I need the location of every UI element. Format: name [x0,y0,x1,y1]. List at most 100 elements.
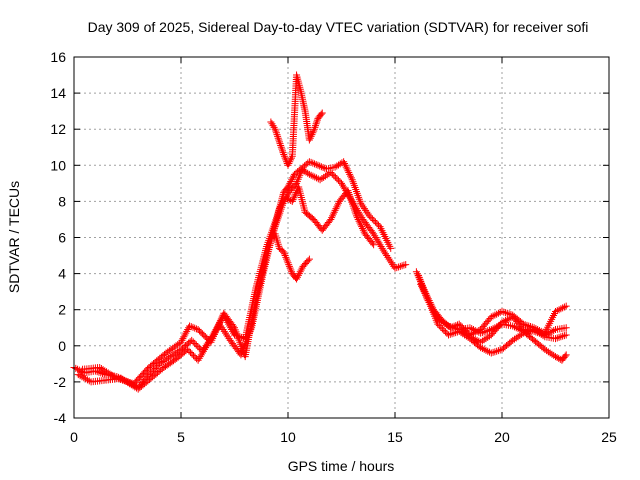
data-point [148,368,156,376]
data-point [289,196,297,204]
data-point [223,331,231,339]
data-point [344,167,352,175]
data-point [553,307,561,315]
data-point [192,341,200,349]
data-point [368,239,376,247]
data-point [220,327,228,335]
data-point [331,206,339,214]
data-point [284,259,292,267]
data-point [329,210,337,218]
data-point [374,237,382,245]
data-point [340,183,348,191]
data-point [459,328,467,336]
data-point [477,338,485,346]
y-tick-labels: -4 -2 0 2 4 6 8 10 12 14 16 [50,49,66,426]
data-point [357,199,365,207]
data-point [375,239,383,247]
y-tick-label: 6 [58,230,66,246]
data-point [346,172,354,180]
data-point [334,176,342,184]
data-point [494,309,502,317]
data-point [317,110,325,118]
data-point [469,326,477,334]
data-point [443,321,451,329]
data-point [197,351,205,359]
data-point [478,345,486,353]
series-arc-9 [455,313,570,346]
data-point [478,337,486,345]
data-point [532,328,540,336]
data-point [77,367,85,375]
data-point [331,173,339,181]
data-point [319,163,327,171]
data-point [353,214,361,222]
data-point [283,255,291,263]
data-point [493,310,501,318]
data-point [398,262,406,270]
data-point [332,205,340,213]
data-point [346,170,354,178]
data-point [473,327,481,335]
data-point [450,324,458,332]
data-point [340,158,348,166]
data-point [307,171,315,179]
data-point [468,325,476,333]
data-point [278,147,286,155]
data-point [229,322,237,330]
data-point [552,335,559,343]
data-point [541,331,549,339]
data-point [445,331,452,339]
chart-title: Day 309 of 2025, Sidereal Day-to-day VTE… [88,19,589,35]
data-point [202,344,210,352]
data-point [355,217,363,225]
data-point [146,369,154,377]
data-point [165,354,173,362]
data-point [221,329,229,337]
data-point [452,324,460,332]
data-point [291,192,299,200]
data-point [267,118,275,126]
data-point [552,308,559,316]
data-point [445,322,452,330]
data-point [280,152,288,160]
data-point [387,259,395,267]
data-point [282,253,290,261]
data-point [464,332,472,340]
data-point [269,122,277,130]
data-point [437,317,445,325]
data-point [345,169,353,177]
data-point [72,364,80,372]
data-point [274,134,282,142]
x-tick-labels: 0 5 10 15 20 25 [70,429,617,445]
x-axis-label: GPS time / hours [288,458,395,474]
data-point [383,252,391,260]
y-tick-label: 8 [58,193,66,209]
data-point [424,297,432,305]
data-point [288,268,296,276]
data-point [359,203,367,211]
data-point [370,216,378,224]
data-point [493,347,501,355]
data-point [270,123,278,131]
data-point [285,262,293,270]
data-point [543,330,551,338]
data-point [145,371,153,379]
data-point [283,192,291,200]
data-point [534,329,542,337]
data-point [181,331,189,339]
data-point [194,343,202,351]
data-point [218,324,226,332]
data-point [187,323,195,331]
data-point [354,215,362,223]
y-tick-label: -4 [54,410,67,426]
data-point [313,116,321,124]
y-tick-label: 2 [58,302,66,318]
data-point [312,161,320,169]
data-point [328,214,336,222]
data-point [341,161,349,169]
data-point [306,134,314,142]
data-point [277,141,285,149]
data-point [555,306,563,314]
data-point [289,174,297,182]
data-point [347,174,355,182]
